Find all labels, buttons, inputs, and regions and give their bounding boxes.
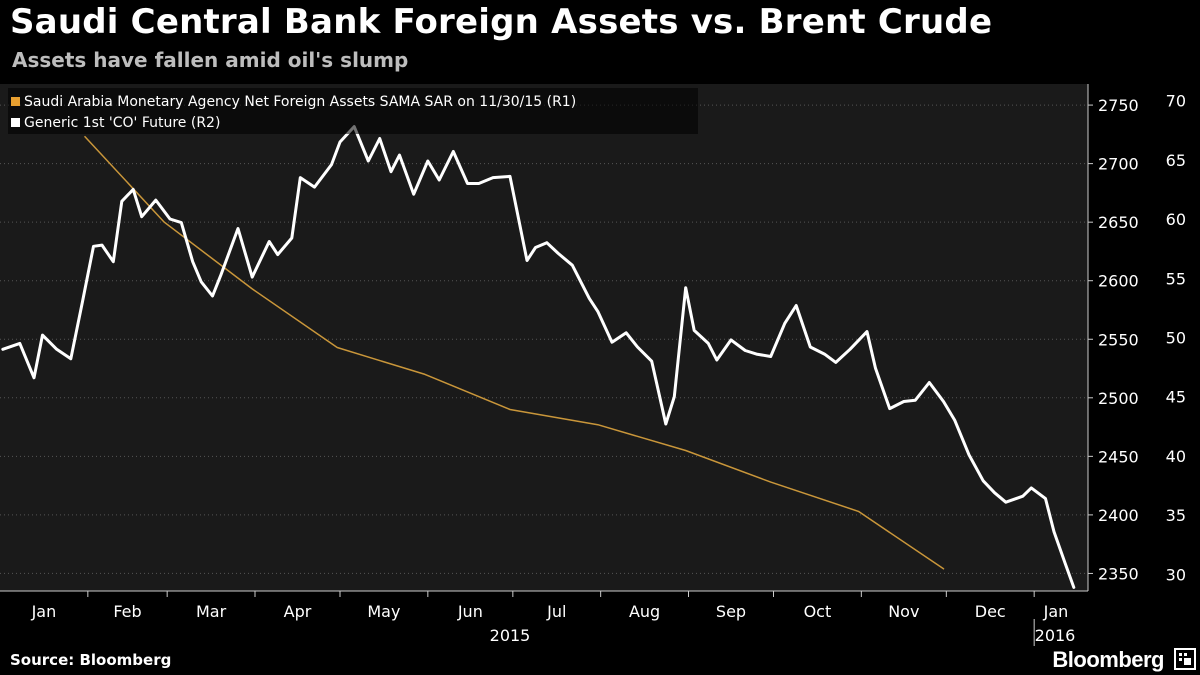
right-axis-tick-label: 35 <box>1166 506 1186 525</box>
x-axis-tick-label: Feb <box>113 602 141 621</box>
source-note: Source: Bloomberg <box>10 651 172 669</box>
right-axis-tick-label: 65 <box>1166 151 1186 170</box>
legend-swatch-oil <box>11 118 20 127</box>
year-label: 2016 <box>1035 626 1076 645</box>
right-axis-tick-label: 50 <box>1166 329 1186 348</box>
right-axis-tick-label: 55 <box>1166 269 1186 288</box>
right-axis-tick-label: 30 <box>1166 565 1186 584</box>
x-axis-tick-label: Jan <box>1043 602 1069 621</box>
right-axis-tick-label: 70 <box>1166 92 1186 111</box>
legend-label-assets: Saudi Arabia Monetary Agency Net Foreign… <box>24 94 576 110</box>
x-axis-tick-label: Mar <box>196 602 227 621</box>
plot-area <box>0 84 1088 591</box>
legend-swatch-assets <box>11 97 20 106</box>
legend-label-oil: Generic 1st 'CO' Future (R2) <box>24 115 220 131</box>
oil-series-line <box>1 125 1076 589</box>
bloomberg-logo: Bloomberg <box>1052 647 1164 672</box>
right-axis-tick-label: 45 <box>1166 388 1186 407</box>
series-lines <box>1 125 1076 589</box>
x-axis-tick-label: May <box>367 602 400 621</box>
right-axis-tick-label: 60 <box>1166 210 1186 229</box>
x-axis-tick-label: Nov <box>888 602 919 621</box>
left-axis-tick-label: 2650 <box>1098 213 1139 232</box>
x-axis-tick-label: Jun <box>457 602 483 621</box>
x-axis-tick-label: Oct <box>804 602 832 621</box>
left-axis-tick-label: 2750 <box>1098 96 1139 115</box>
axes: 2350 2400 2450 2500 2550 2600 2650 2700 2750 30 35… <box>0 84 1186 646</box>
bloomberg-terminal-icon <box>1174 648 1196 670</box>
legend: Saudi Arabia Monetary Agency Net Foreign… <box>8 88 698 134</box>
x-axis-tick-label: Apr <box>284 602 312 621</box>
x-axis-tick-label: Jan <box>31 602 57 621</box>
left-axis-tick-label: 2450 <box>1098 447 1139 466</box>
left-axis-tick-label: 2400 <box>1098 506 1139 525</box>
left-axis-tick-label: 2600 <box>1098 272 1139 291</box>
left-axis-tick-label: 2550 <box>1098 330 1139 349</box>
year-label: 2015 <box>490 626 531 645</box>
x-axis-tick-label: Sep <box>716 602 746 621</box>
chart-title: Saudi Central Bank Foreign Assets vs. Br… <box>10 2 993 42</box>
right-axis-tick-label: 40 <box>1166 447 1186 466</box>
x-axis-tick-label: Jul <box>546 602 566 621</box>
left-axis-tick-label: 2350 <box>1098 564 1139 583</box>
chart-subtitle: Assets have fallen amid oil's slump <box>12 48 409 72</box>
x-axis-tick-label: Dec <box>975 602 1006 621</box>
legend-box <box>8 88 698 134</box>
left-axis-tick-label: 2700 <box>1098 155 1139 174</box>
x-axis-tick-label: Aug <box>629 602 660 621</box>
left-axis-tick-label: 2500 <box>1098 389 1139 408</box>
